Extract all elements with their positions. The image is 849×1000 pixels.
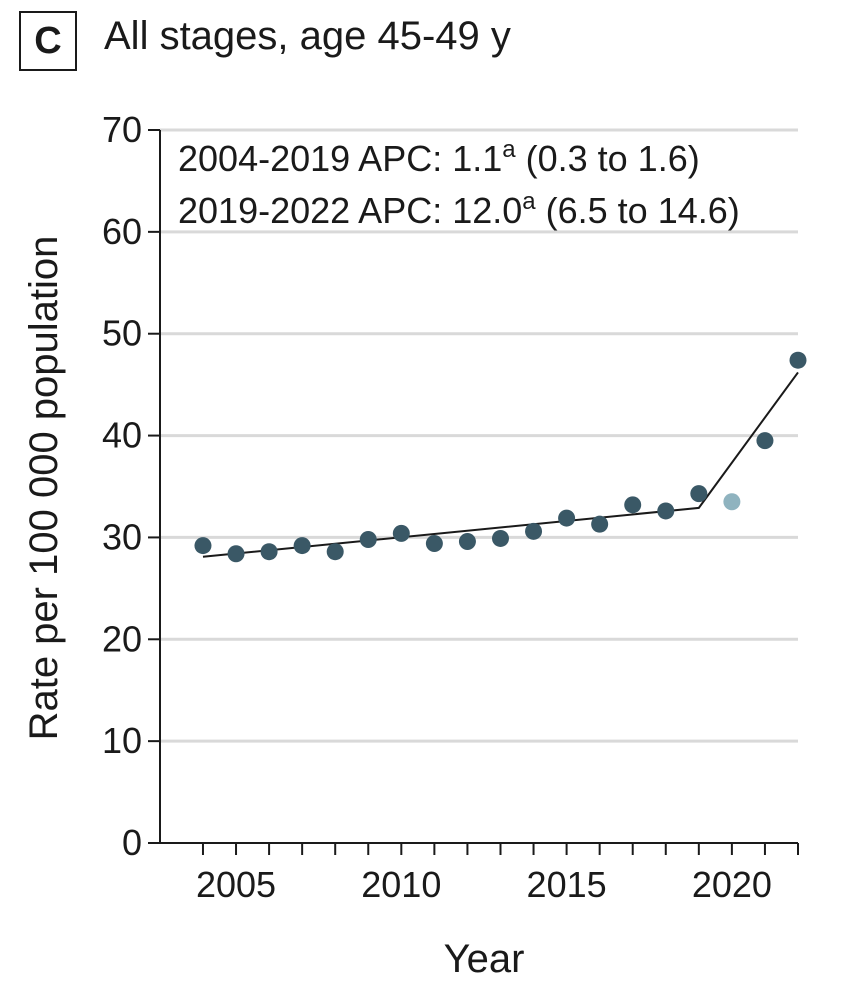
data-point-2011 — [425, 535, 443, 553]
x-axis-title: Year — [444, 937, 525, 981]
data-point-2020 — [723, 493, 741, 511]
data-point-2013 — [491, 529, 509, 547]
annotation-2-sup: a — [522, 188, 536, 215]
y-tick-label-20: 20 — [102, 618, 142, 659]
data-point-2009 — [359, 530, 377, 548]
data-point-2019 — [690, 485, 708, 503]
y-tick-label-70: 70 — [102, 109, 142, 150]
annotation-1-sup: a — [502, 136, 516, 163]
data-point-2006 — [260, 543, 278, 561]
y-tick-label-0: 0 — [122, 822, 142, 863]
data-point-2014 — [525, 522, 543, 540]
data-point-2021 — [756, 432, 774, 450]
trend-line — [202, 371, 799, 558]
annotation-2-ci: (6.5 to 14.6) — [536, 190, 740, 231]
data-point-2018 — [657, 502, 675, 520]
chart-title: All stages, age 45-49 y — [104, 14, 511, 58]
data-point-2010 — [392, 524, 410, 542]
x-tick-label-2005: 2005 — [196, 864, 276, 905]
y-axis-title: Rate per 100 000 population — [22, 236, 66, 741]
data-point-2007 — [293, 537, 311, 555]
data-point-2008 — [326, 543, 344, 561]
annotation-2: 2019-2022 APC: 12.0a (6.5 to 14.6) — [178, 188, 740, 231]
data-point-2017 — [624, 496, 642, 514]
data-point-2012 — [458, 533, 476, 551]
y-tick-label-40: 40 — [102, 415, 142, 456]
trend-polyline — [202, 371, 799, 558]
axes — [148, 129, 799, 855]
panel-letter: C — [19, 11, 77, 71]
annotation-1: 2004-2019 APC: 1.1a (0.3 to 1.6) — [178, 136, 700, 179]
x-tick-label-2020: 2020 — [692, 864, 772, 905]
tick-labels: 0 10 20 30 40 50 60 70 2005 2010 2015 2020 — [102, 109, 772, 905]
data-point-2022 — [789, 351, 807, 369]
x-tick-label-2015: 2015 — [527, 864, 607, 905]
data-point-2015 — [558, 509, 576, 527]
y-tick-label-10: 10 — [102, 720, 142, 761]
gridlines — [160, 128, 798, 743]
data-points — [194, 351, 807, 563]
data-point-2004 — [194, 537, 212, 555]
x-tick-label-2010: 2010 — [361, 864, 441, 905]
annotation-2-text: 2019-2022 APC: 12.0 — [178, 190, 522, 231]
y-tick-label-50: 50 — [102, 313, 142, 354]
y-tick-label-60: 60 — [102, 211, 142, 252]
y-tick-label-30: 30 — [102, 516, 142, 557]
data-point-2005 — [227, 545, 245, 563]
annotation-1-text: 2004-2019 APC: 1.1 — [178, 138, 502, 179]
annotation-1-ci: (0.3 to 1.6) — [516, 138, 700, 179]
data-point-2016 — [591, 515, 609, 533]
